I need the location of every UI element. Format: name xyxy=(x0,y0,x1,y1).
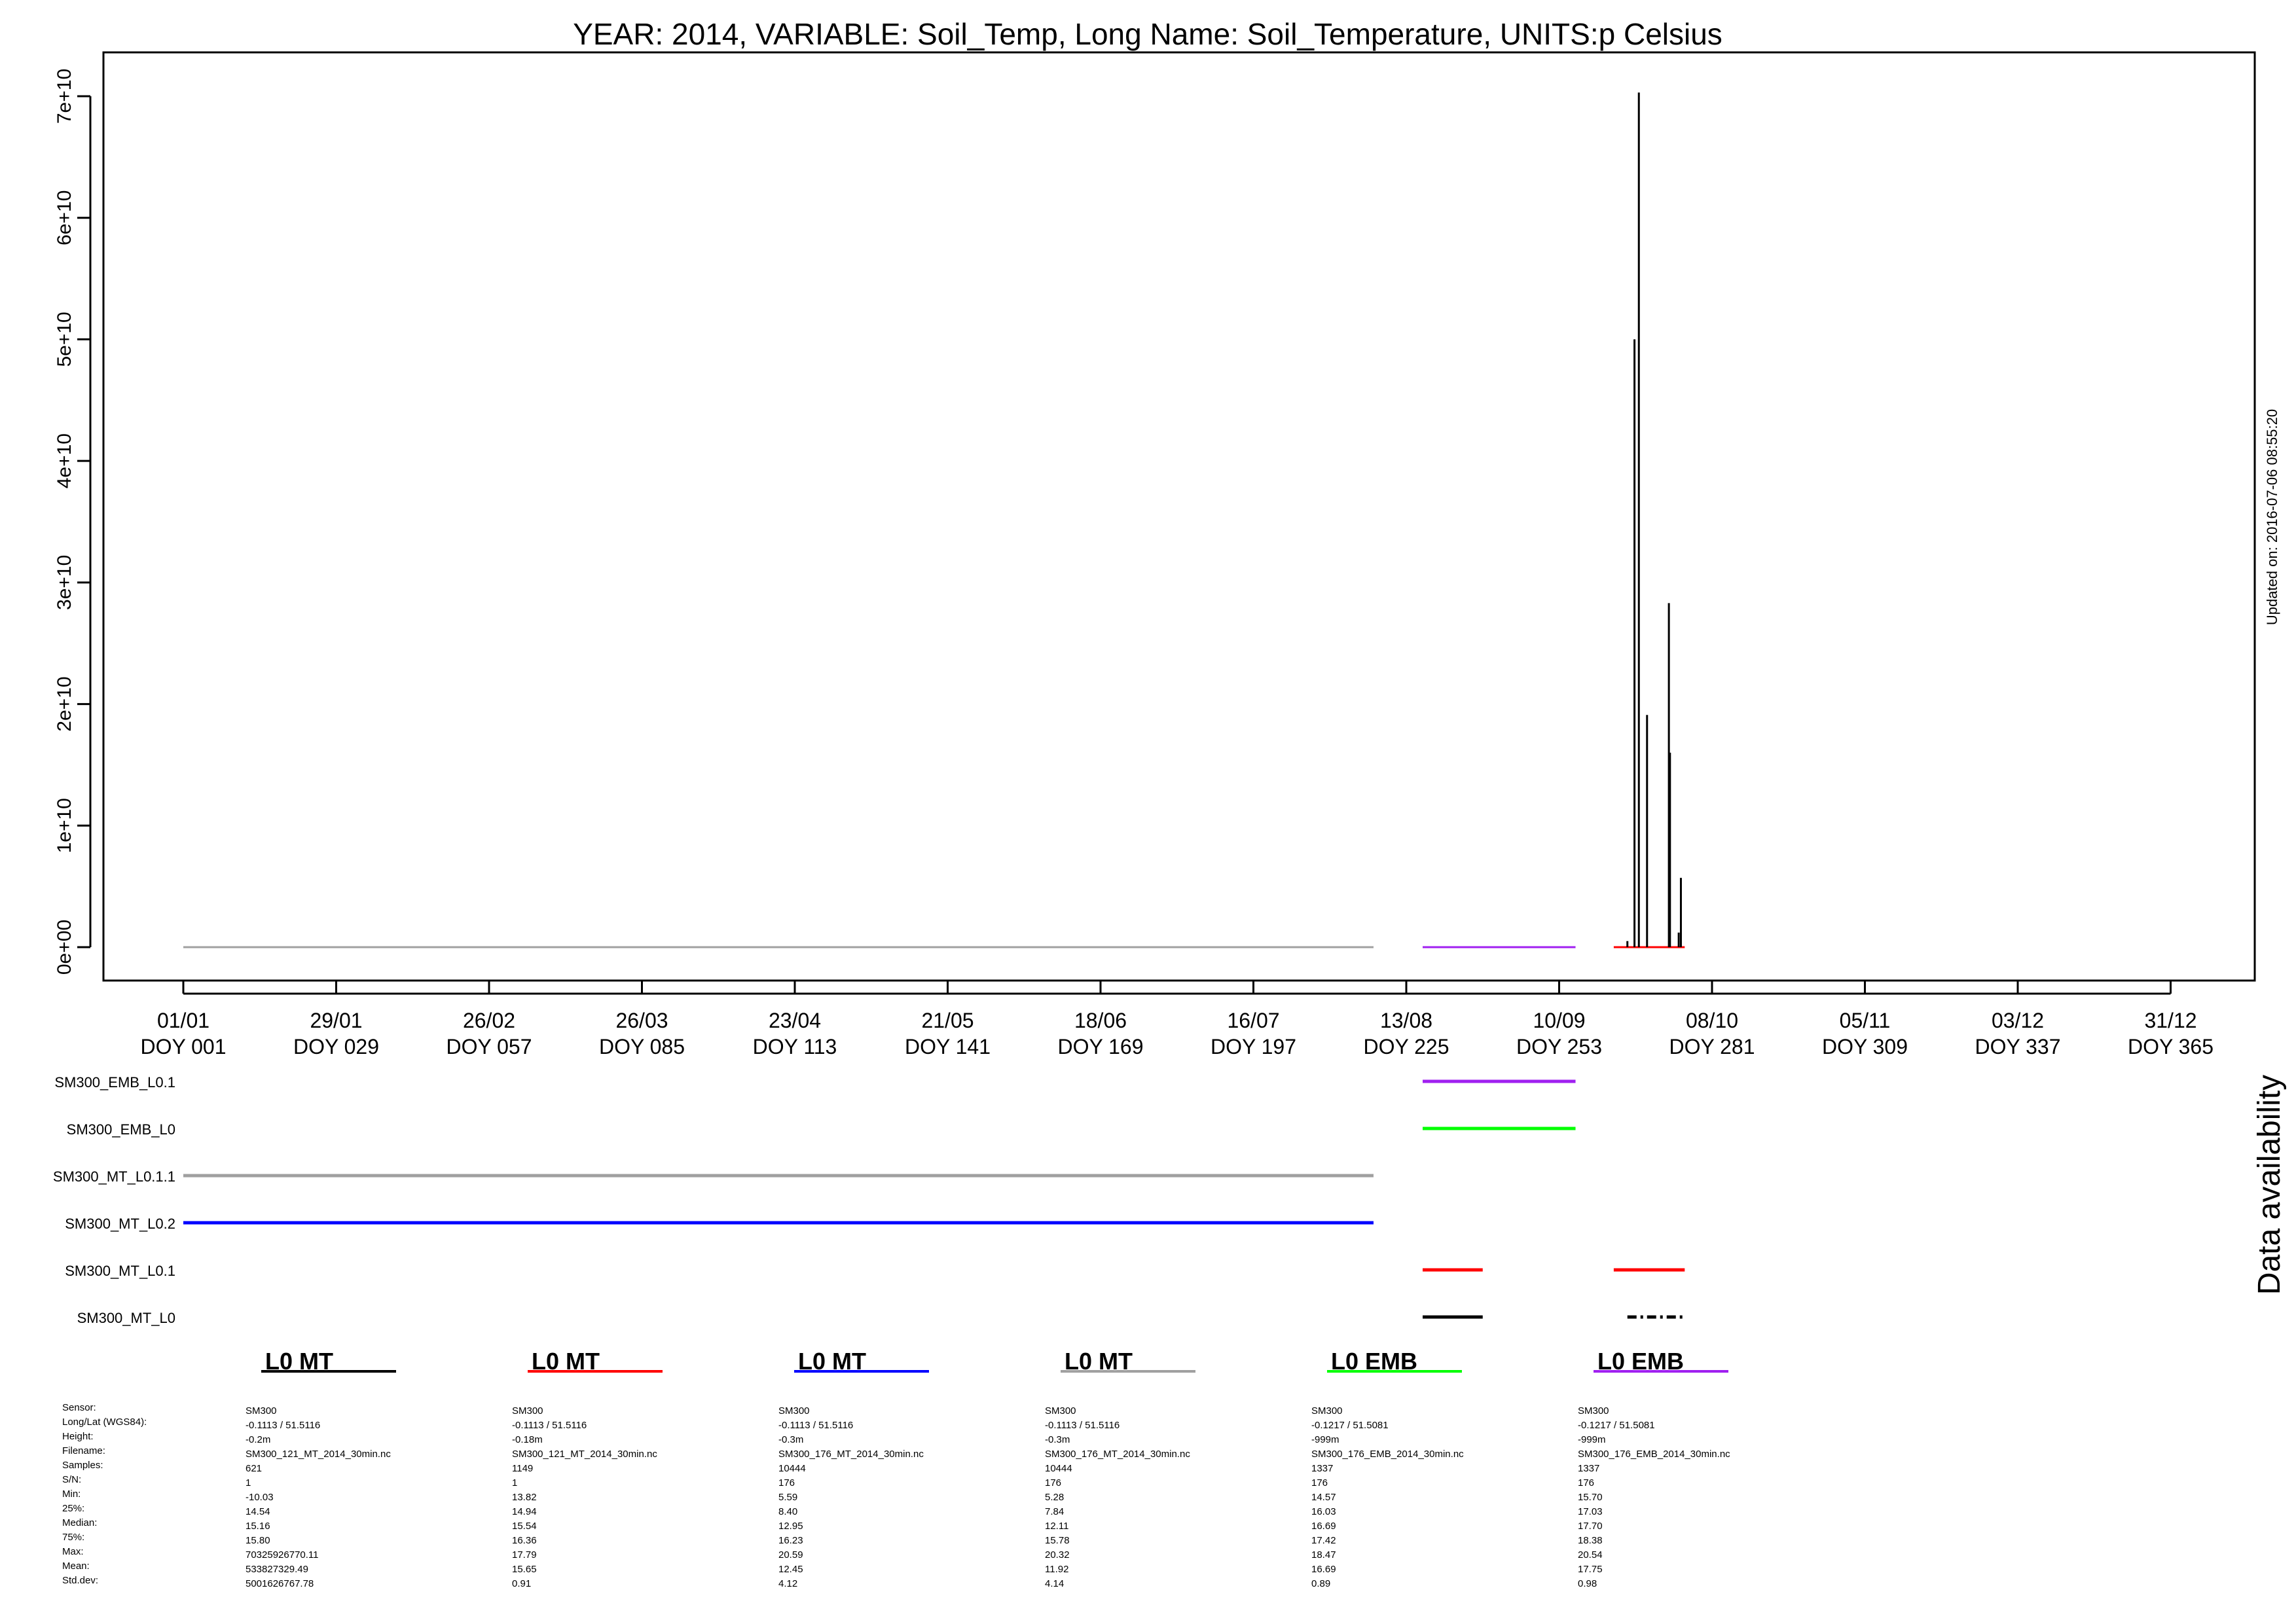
x-tick-date-label: 31/12 xyxy=(2144,1009,2196,1032)
y-tick-label: 5e+10 xyxy=(54,312,75,367)
availability-row-label: SM300_MT_L0 xyxy=(77,1310,175,1326)
series-layer xyxy=(183,92,1685,948)
x-tick-date-label: 21/05 xyxy=(921,1009,974,1032)
x-tick-doy-label: DOY 197 xyxy=(1211,1035,1296,1058)
x-tick-date-label: 05/11 xyxy=(1840,1009,1891,1032)
chart-title: YEAR: 2014, VARIABLE: Soil_Temp, Long Na… xyxy=(573,17,1722,51)
x-tick-doy-label: DOY 113 xyxy=(753,1035,837,1058)
x-tick-doy-label: DOY 141 xyxy=(905,1035,991,1058)
x-tick-doy-label: DOY 085 xyxy=(599,1035,685,1058)
y-tick-label: 4e+10 xyxy=(54,433,75,488)
x-tick-date-label: 01/01 xyxy=(157,1009,210,1032)
x-tick-date-label: 10/09 xyxy=(1533,1009,1585,1032)
x-tick-date-label: 08/10 xyxy=(1686,1009,1738,1032)
x-tick-date-label: 18/06 xyxy=(1074,1009,1127,1032)
y-tick-label: 3e+10 xyxy=(54,555,75,610)
y-tick-label: 0e+00 xyxy=(54,920,75,975)
stat-column: SM300 -0.1113 / 51.5116 -0.2m SM300_121_… xyxy=(246,1405,391,1589)
x-tick-date-label: 29/01 xyxy=(310,1009,362,1032)
x-tick-doy-label: DOY 309 xyxy=(1822,1035,1908,1058)
availability-row-label: SM300_MT_L0.2 xyxy=(65,1216,175,1232)
x-tick-date-label: 13/08 xyxy=(1380,1009,1432,1032)
y-tick-label: 7e+10 xyxy=(54,69,75,124)
stat-column: SM300 -0.1217 / 51.5081 -999m SM300_176_… xyxy=(1311,1405,1464,1589)
y-tick-label: 2e+10 xyxy=(54,676,75,731)
stat-column: SM300 -0.1113 / 51.5116 -0.18m SM300_121… xyxy=(512,1405,657,1589)
stat-labels: Sensor: Long/Lat (WGS84): Height: Filena… xyxy=(62,1402,147,1586)
data-availability-panel: SM300_EMB_L0.1 SM300_EMB_L0 SM300_MT_L0.1.… xyxy=(53,1074,1685,1326)
x-tick-date-label: 03/12 xyxy=(1992,1009,2044,1032)
y-axis: 0e+00 1e+10 2e+10 3e+10 4e+10 5e+10 6e+10 7e+10 xyxy=(54,69,92,975)
x-tick-date-label: 23/04 xyxy=(769,1009,821,1032)
availability-row-label: SM300_MT_L0.1.1 xyxy=(53,1168,175,1185)
x-axis: 01/01 DOY 001 29/01 DOY 029 26/02 DOY 057 26/0… xyxy=(140,981,2214,1058)
x-tick-doy-label: DOY 057 xyxy=(446,1035,532,1058)
availability-row-label: SM300_MT_L0.1 xyxy=(65,1263,175,1279)
availability-row-label: SM300_EMB_L0 xyxy=(67,1121,175,1138)
stat-column: SM300 -0.1217 / 51.5081 -999m SM300_176_… xyxy=(1578,1405,1730,1589)
x-tick-date-label: 26/03 xyxy=(615,1009,668,1032)
x-tick-doy-label: DOY 281 xyxy=(1669,1035,1755,1058)
y-tick-label: 1e+10 xyxy=(54,798,75,853)
stat-column: SM300 -0.1113 / 51.5116 -0.3m SM300_176_… xyxy=(1045,1405,1190,1589)
plot-area-frame xyxy=(102,51,2256,982)
stat-column: SM300 -0.1113 / 51.5116 -0.3m SM300_176_… xyxy=(778,1405,924,1589)
x-tick-doy-label: DOY 365 xyxy=(2128,1035,2214,1058)
x-tick-date-label: 26/02 xyxy=(463,1009,515,1032)
legend: L0 MT L0 MT L0 MT L0 MT L0 EMB L0 EMB xyxy=(261,1348,1728,1375)
data-availability-label: Data availability xyxy=(2252,1075,2287,1295)
x-tick-date-label: 16/07 xyxy=(1227,1009,1279,1032)
x-tick-doy-label: DOY 001 xyxy=(140,1035,226,1058)
updated-timestamp: Updated on: 2016-07-06 08:55:20 xyxy=(2264,409,2280,625)
y-tick-label: 6e+10 xyxy=(54,190,75,245)
x-tick-doy-label: DOY 225 xyxy=(1363,1035,1449,1058)
x-tick-doy-label: DOY 169 xyxy=(1057,1035,1143,1058)
x-tick-doy-label: DOY 029 xyxy=(293,1035,379,1058)
availability-row-label: SM300_EMB_L0.1 xyxy=(54,1074,175,1091)
x-tick-doy-label: DOY 253 xyxy=(1516,1035,1602,1058)
x-tick-doy-label: DOY 337 xyxy=(1975,1035,2060,1058)
